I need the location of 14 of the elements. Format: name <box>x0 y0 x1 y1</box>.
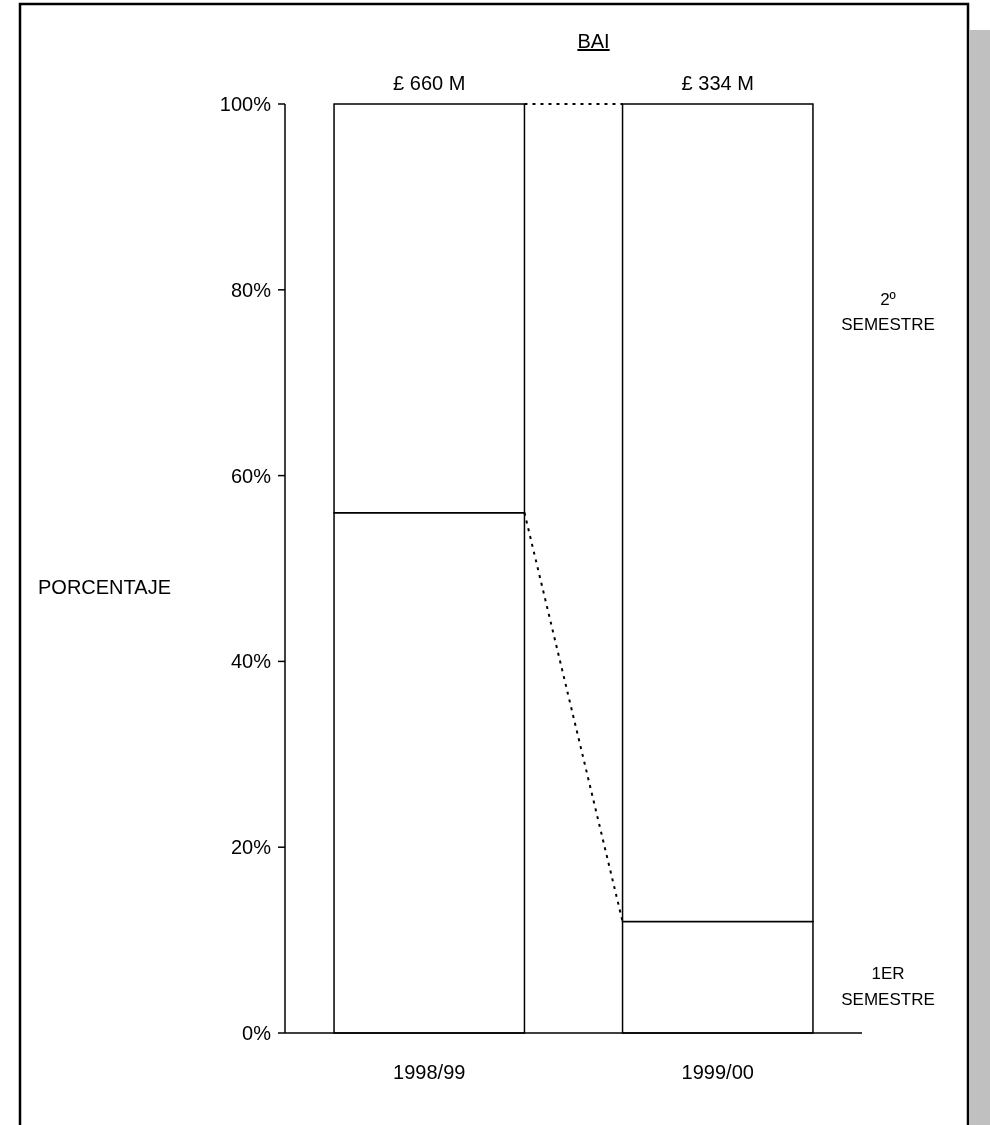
y-tick-label: 80% <box>230 278 272 301</box>
series-label: 2º SEMESTRE <box>841 289 935 335</box>
x-tick-label: 1998/99 <box>393 1061 466 1083</box>
chart-title: BAI <box>577 30 610 52</box>
y-tick-label: 40% <box>230 650 272 673</box>
y-tick-label: 60% <box>230 464 272 487</box>
y-tick-label: 0% <box>242 1022 272 1044</box>
y-tick-label: 20% <box>230 836 272 859</box>
annotation: £ 660 M <box>393 72 466 94</box>
annotation: £ 334 M <box>681 72 754 94</box>
x-tick-label: 1999/00 <box>681 1061 754 1083</box>
series-label: 1ER SEMESTRE <box>841 964 935 1009</box>
y-axis-title: PORCENTAJE <box>38 576 171 598</box>
y-tick-label: 100% <box>219 93 272 115</box>
